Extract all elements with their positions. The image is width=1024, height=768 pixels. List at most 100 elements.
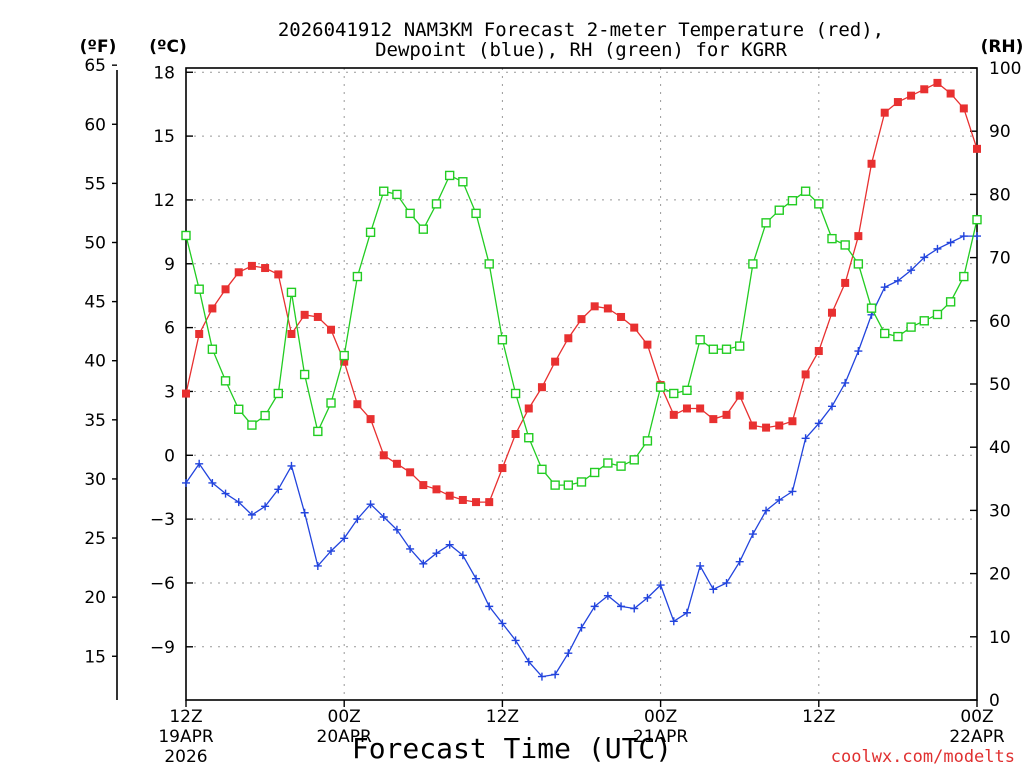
rh-point: [405, 208, 415, 219]
temperature-point: [221, 285, 230, 294]
dewpoint-point: [959, 232, 968, 241]
rh-point: [695, 335, 705, 345]
dewpoint-point: [392, 525, 401, 534]
dewpoint-point: [182, 478, 190, 487]
temperature-point: [511, 430, 520, 439]
dewpoint-point: [669, 617, 678, 626]
temperature-point: [959, 104, 968, 113]
temperature-point: [379, 451, 388, 460]
rh-point: [866, 303, 877, 313]
rh-point: [484, 259, 494, 269]
dewpoint-point: [973, 232, 981, 241]
fahrenheit-tick-label: 45: [84, 293, 106, 313]
dewpoint-point: [946, 238, 955, 247]
grid-lines: [185, 68, 978, 700]
temperature-point: [867, 159, 876, 168]
dewpoint-point: [814, 419, 823, 428]
dewpoint-point: [617, 602, 626, 611]
celsius-tick-label: 9: [164, 255, 175, 275]
rh-point: [616, 461, 626, 471]
temperature-point: [366, 415, 375, 424]
temperature-point: [313, 312, 322, 321]
rh-point: [207, 344, 218, 354]
dewpoint-point: [893, 276, 902, 285]
rh-tick-label: 20: [989, 565, 1011, 585]
series-layer: [181, 78, 982, 681]
temperature-point: [973, 144, 981, 153]
rh-point: [906, 322, 916, 332]
rh-point: [827, 233, 837, 244]
rh-point: [708, 344, 719, 354]
temperature-point: [603, 304, 612, 313]
fahrenheit-tick-label: 65: [84, 56, 106, 76]
celsius-tick-label: 6: [164, 319, 175, 339]
rh-point: [603, 458, 613, 468]
temperature-point: [551, 357, 560, 366]
dewpoint-point: [841, 378, 850, 387]
time-tick-label: 00Z: [328, 707, 361, 727]
temperature-point: [472, 498, 481, 507]
rh-point: [260, 410, 270, 421]
plot-frame: [185, 67, 978, 701]
rh-point: [537, 464, 547, 475]
temperature-point: [617, 312, 626, 321]
celsius-unit-label: (ºC): [149, 37, 187, 57]
rh-point: [313, 426, 323, 437]
dewpoint-point: [577, 623, 586, 632]
rh-tick-label: 80: [989, 185, 1011, 205]
dewpoint-point: [537, 672, 546, 681]
dewpoint-point: [920, 253, 929, 262]
celsius-tick-label: −9: [150, 638, 175, 658]
rh-point: [431, 199, 442, 209]
temperature-point: [287, 329, 296, 338]
dewpoint-point: [379, 512, 388, 521]
rh-tick-label: 100: [989, 59, 1021, 79]
dewpoint-point: [485, 602, 494, 611]
rh-point: [379, 186, 389, 196]
temperature-point: [234, 268, 243, 277]
temperature-point: [327, 325, 336, 334]
temperature-point: [392, 459, 401, 468]
rh-point: [365, 227, 376, 238]
fahrenheit-tick-label: 55: [84, 174, 106, 194]
fahrenheit-tick-label: 60: [84, 115, 106, 135]
dewpoint-point: [432, 549, 441, 558]
fahrenheit-axis: 65 60 55 50 45 40 35 30 25 20 15: [84, 56, 117, 667]
rh-point: [642, 436, 653, 446]
dewpoint-point: [682, 608, 691, 617]
rh-point: [194, 284, 204, 294]
dewpoint-point: [880, 283, 889, 292]
temperature-point: [880, 108, 889, 117]
temperature-point: [748, 421, 757, 430]
rh-point: [247, 420, 257, 430]
dewpoint-point: [933, 244, 942, 253]
dewpoint-point: [801, 434, 810, 443]
dewpoint-point: [524, 657, 533, 666]
dewpoint-point: [643, 593, 652, 602]
date-tick-label: 20APR: [317, 727, 373, 747]
series-line: [185, 235, 977, 678]
dewpoint-point: [445, 540, 454, 549]
rh-point: [326, 398, 336, 408]
dewpoint-point: [854, 347, 863, 356]
date-tick-label: 22APR: [949, 727, 1005, 747]
rh-point: [945, 297, 956, 307]
dewpoint-point: [327, 547, 336, 556]
rh-tick-label: 0: [989, 691, 1000, 711]
rh-point: [972, 214, 982, 225]
temperature-point: [907, 91, 916, 100]
dewpoint-point: [287, 461, 296, 470]
rh-point: [721, 344, 732, 354]
temperature-point: [524, 404, 533, 413]
rh-tick-label: 50: [989, 375, 1011, 395]
temperature-point: [669, 410, 678, 419]
temperature-point: [485, 498, 494, 507]
temperature-point: [762, 423, 771, 432]
temperature-point: [432, 485, 441, 494]
rh-point: [959, 271, 969, 282]
rh-point: [748, 259, 758, 269]
rh-point: [299, 369, 310, 380]
temperature-point: [775, 421, 784, 430]
temperature-point: [841, 278, 850, 287]
series-2-meter-temperature: [182, 78, 981, 507]
